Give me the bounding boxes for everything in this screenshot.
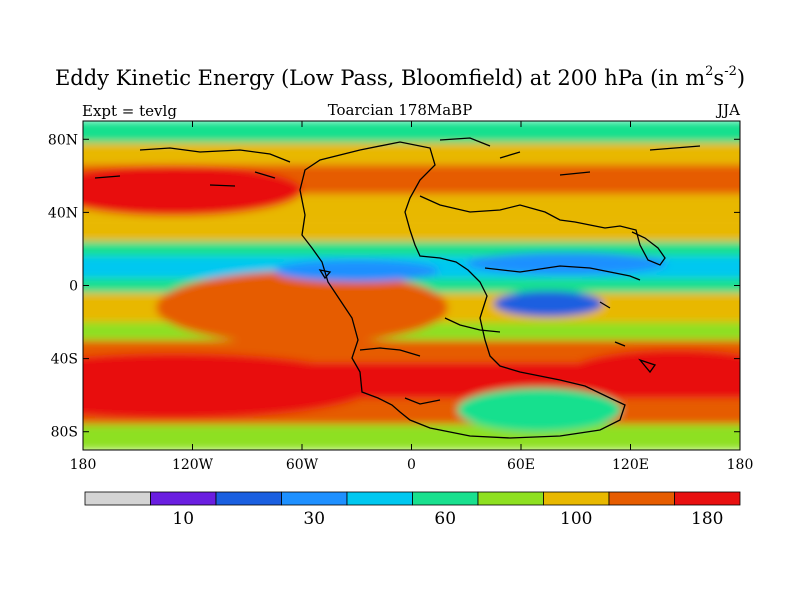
colorbar-label-1: 30 (303, 509, 325, 529)
eke-feature-0 (83, 164, 302, 217)
x-tick-label-2: 60W (286, 457, 319, 473)
x-tick-label-1: 120W (172, 457, 214, 473)
colorbar-label-0: 10 (172, 509, 194, 529)
colorbar-bin-1 (150, 491, 217, 506)
y-tick-label-2: 0 (69, 279, 78, 295)
x-tick-label-4: 60E (507, 457, 535, 473)
coastline-pacific-islands (318, 269, 657, 374)
x-tick-label-3: 0 (407, 457, 416, 473)
colorbar-bin-9 (674, 491, 741, 506)
season-label: JJA (717, 101, 740, 119)
eke-band-5 (83, 241, 740, 257)
y-tick-label-3: 40S (51, 352, 78, 368)
eke-feature-6 (274, 259, 439, 282)
eke-feature-8 (493, 290, 604, 317)
x-tick-label-5: 120E (612, 457, 649, 473)
colorbar-bin-2 (215, 491, 282, 506)
colorbar: 10 30 60 100 180 (84, 491, 741, 529)
eke-feature-5 (566, 349, 740, 397)
colorbar-bin-6 (477, 491, 544, 506)
colorbar-bin-5 (412, 491, 479, 506)
colorbar-bin-4 (346, 491, 413, 506)
colorbar-label-3: 100 (560, 509, 592, 529)
chart-title: Eddy Kinetic Energy (Low Pass, Bloomfiel… (0, 64, 800, 90)
coastline-laurasia (299, 141, 626, 439)
eke-band-0 (83, 121, 740, 143)
paleo-coastlines (94, 137, 701, 439)
y-tick-label-4: 80S (51, 425, 78, 441)
colorbar-label-4: 180 (691, 509, 723, 529)
eke-feature-7 (466, 252, 667, 275)
title-sup-2: -2 (724, 64, 737, 79)
experiment-label: Expt = tevlg (82, 102, 177, 120)
y-tick-label-0: 80N (48, 132, 78, 148)
colorbar-bin-0 (84, 491, 151, 506)
coastline-north (94, 137, 701, 187)
eke-feature-1 (90, 179, 186, 202)
eke-feature-4 (83, 353, 375, 419)
period-label: Toarcian 178MaBP (327, 101, 473, 119)
eke-field (83, 121, 740, 450)
x-tick-label-6: 180 (727, 457, 754, 473)
colorbar-bin-8 (608, 491, 675, 506)
title-sup-1: 2 (705, 64, 714, 79)
eke-band-1 (83, 142, 740, 165)
colorbar-bin-3 (281, 491, 348, 506)
x-tick-label-0: 180 (70, 457, 97, 473)
title-s: s (713, 66, 725, 90)
coastline-tethys-east (419, 195, 666, 281)
colorbar-label-2: 60 (434, 509, 456, 529)
colorbar-bin-7 (543, 491, 610, 506)
map-axes: 180 120W 60W 0 60E 120E 180 80N 40N 0 40S 80S (48, 121, 753, 473)
title-close: ) (736, 66, 746, 90)
eke-feature-9 (457, 387, 622, 432)
title-main: Eddy Kinetic Energy (Low Pass, Bloomfiel… (54, 66, 706, 90)
y-tick-label-1: 40N (48, 205, 78, 221)
coastline-south (359, 317, 501, 405)
eke-feature-3 (156, 270, 448, 344)
